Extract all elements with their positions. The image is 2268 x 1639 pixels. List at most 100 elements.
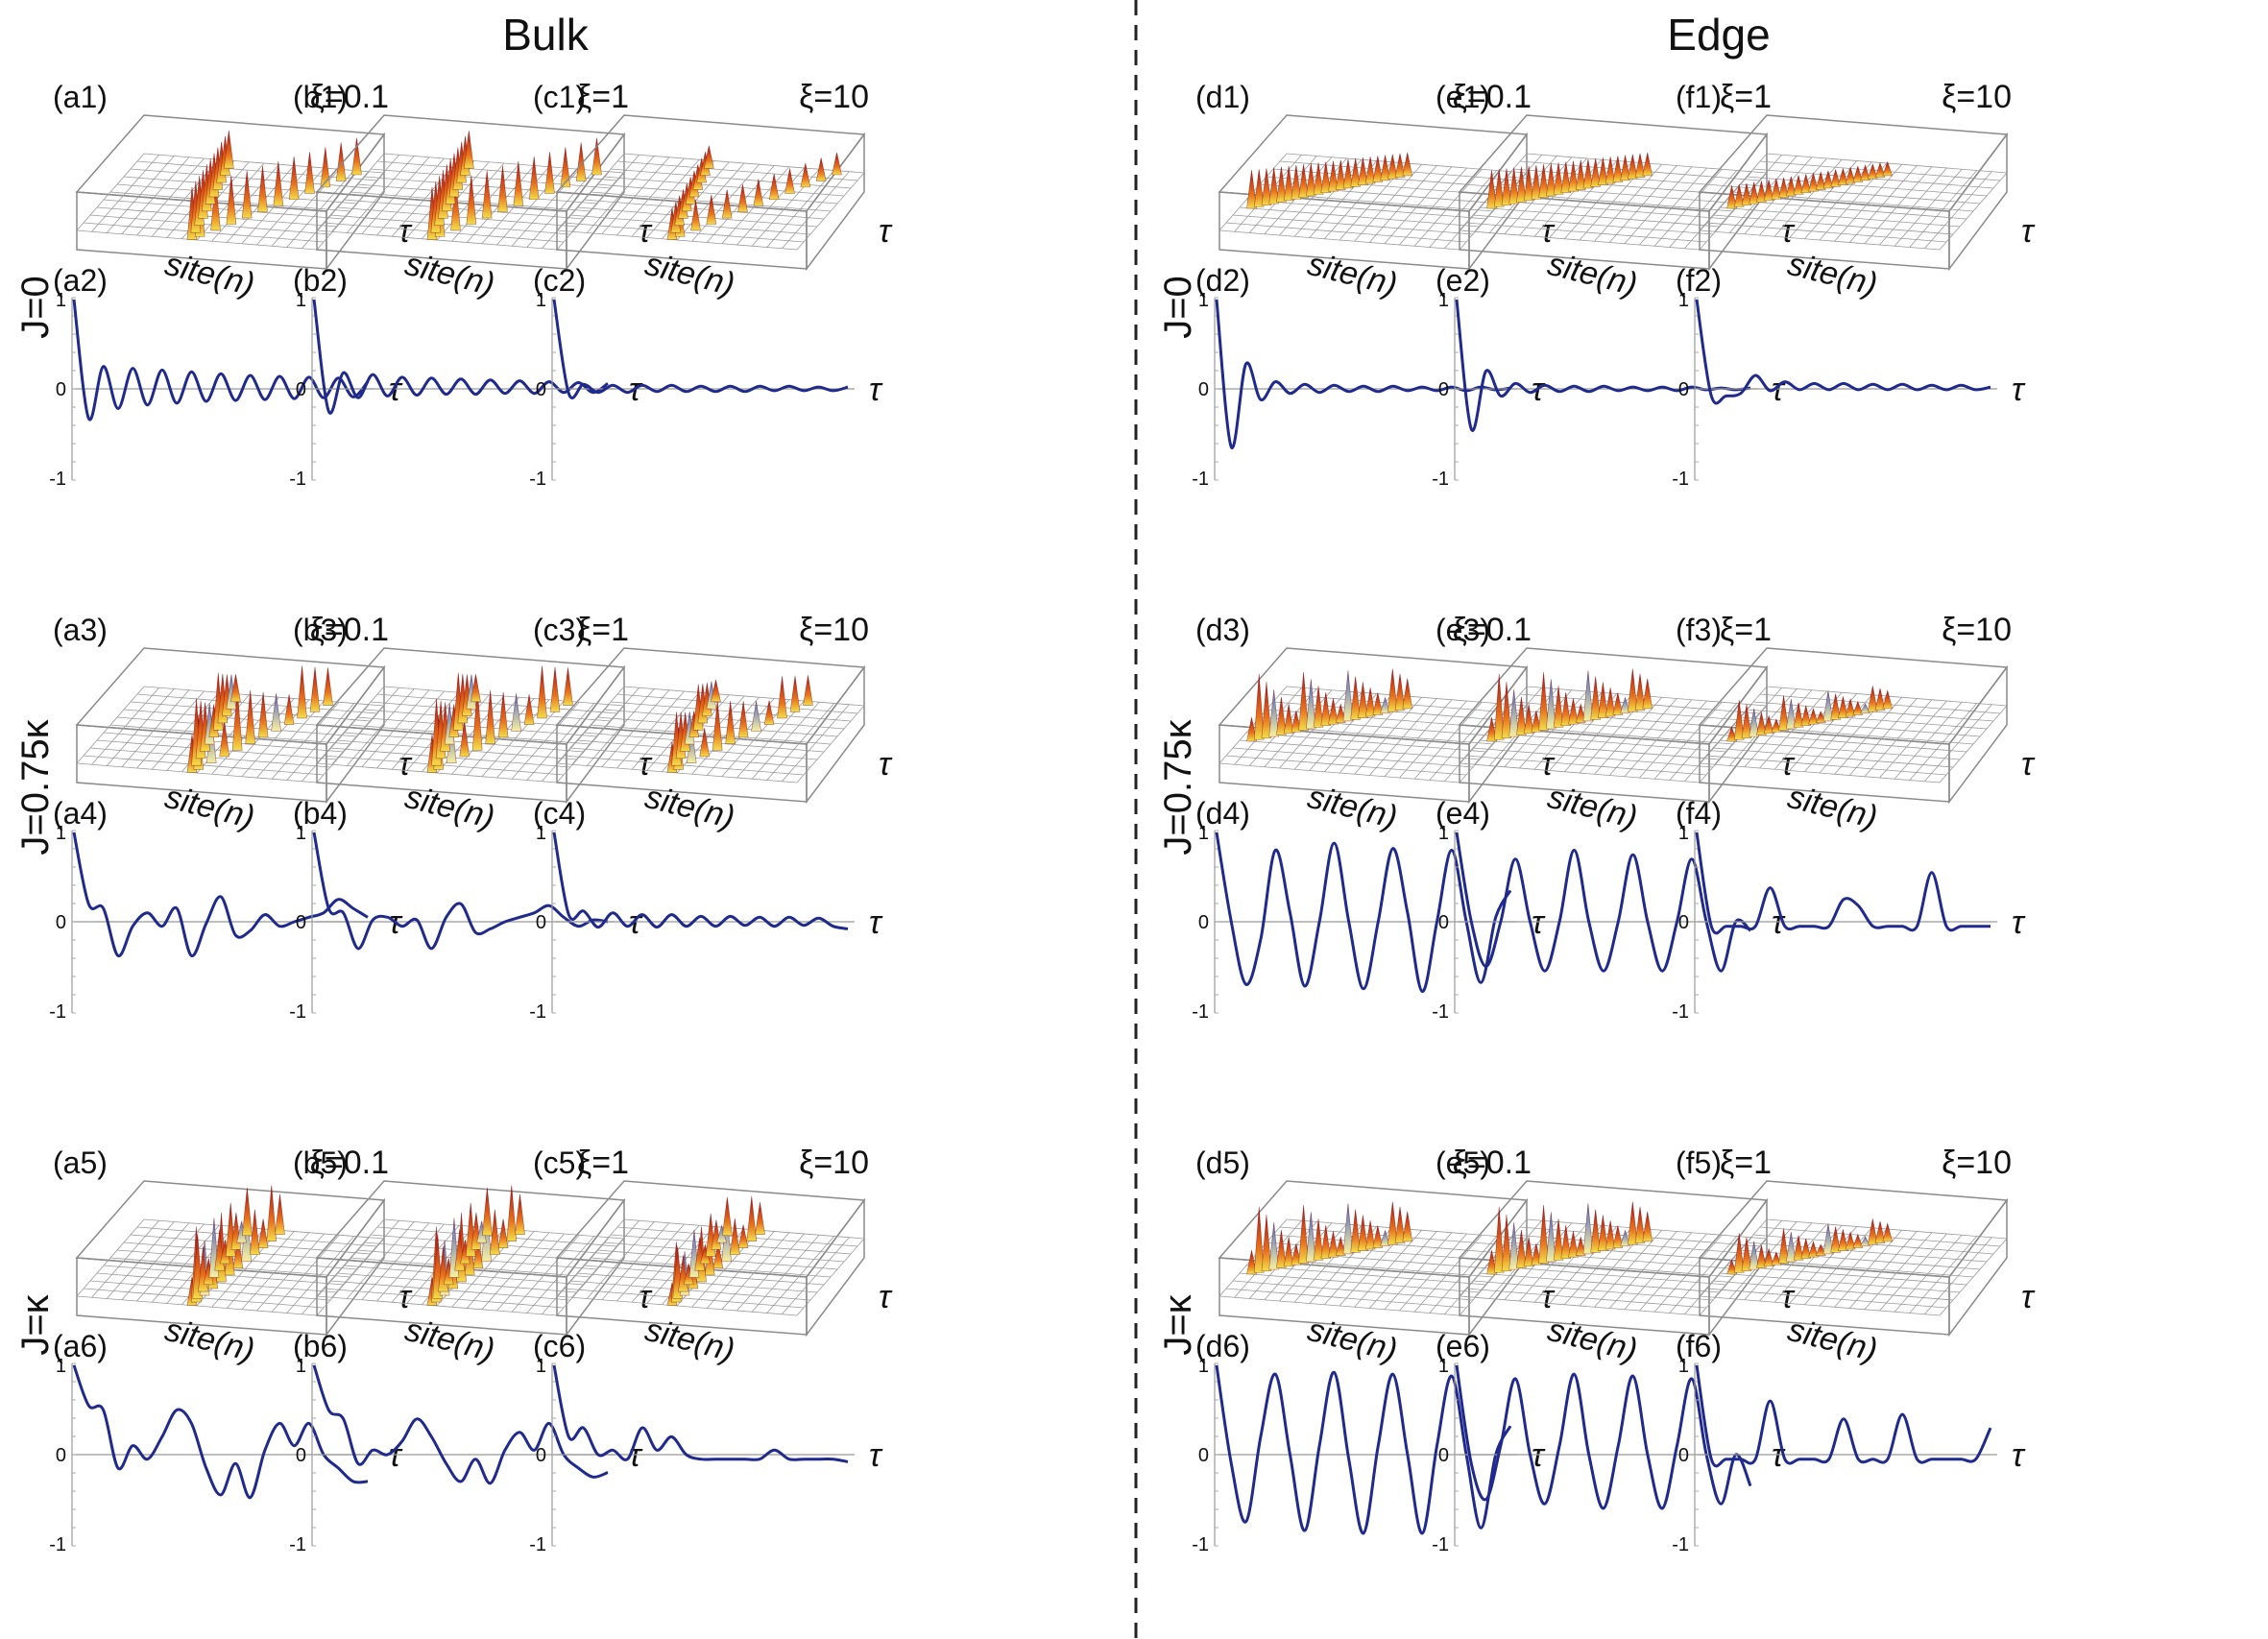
grid-line-v-b3-0 bbox=[383, 686, 625, 707]
grid-line-v-b1-10 bbox=[316, 229, 558, 251]
surface-spike-c5-19 bbox=[746, 1195, 758, 1241]
panel-label-a5: (a5) bbox=[53, 1145, 108, 1180]
surface-spike-f5-21 bbox=[1882, 1222, 1894, 1242]
surface-spike-b3-5 bbox=[459, 720, 470, 758]
surface-spike-f5-4 bbox=[1756, 1244, 1767, 1268]
surface-spike-f5-12 bbox=[1815, 1243, 1826, 1256]
surface-spike-c5-11 bbox=[712, 1241, 724, 1269]
grid-line-v-c3-10 bbox=[556, 762, 798, 783]
series-line-c2 bbox=[552, 299, 849, 399]
surface-spike-a5-20 bbox=[242, 1187, 253, 1237]
panel-label-f6: (f6) bbox=[1676, 1329, 1722, 1363]
tau-label-line-f4: τ bbox=[2012, 904, 2026, 941]
surface-spike-c1-9 bbox=[737, 183, 748, 212]
panel-label-c6: (c6) bbox=[533, 1329, 586, 1363]
grid-line-v-c1-8 bbox=[569, 214, 811, 235]
grid-line-v-a3-5 bbox=[109, 724, 351, 745]
surface-spike-d5-4 bbox=[1276, 1229, 1287, 1268]
surface-spike-f5-14 bbox=[1830, 1226, 1842, 1253]
surface-spike-b1-19 bbox=[575, 142, 587, 181]
box-right-a1 bbox=[326, 132, 385, 272]
surface-spike-d1-7 bbox=[1298, 163, 1309, 198]
surface-spike-b3-20 bbox=[470, 674, 481, 703]
surface-spike-e1-10 bbox=[1560, 161, 1572, 194]
surface-spike-d5-11 bbox=[1328, 1231, 1339, 1258]
surface-spike-f5-11 bbox=[1808, 1240, 1819, 1258]
series-line-e6 bbox=[1455, 1364, 1752, 1510]
y-tick-label-e2-0: 1 bbox=[1438, 290, 1449, 311]
surface-spike-f5-2 bbox=[1741, 1237, 1752, 1272]
site-axis-label-c3: site(n) bbox=[641, 779, 738, 836]
y-tick-label-b4-0: 1 bbox=[296, 823, 306, 844]
surface-spike-d3-8 bbox=[1305, 679, 1316, 730]
surface-spike-e1-3 bbox=[1508, 167, 1520, 205]
tau-label-3d-b5: τ bbox=[639, 1279, 653, 1315]
surface-box-b3 bbox=[315, 647, 626, 805]
panel-label-b6: (b6) bbox=[293, 1329, 348, 1363]
surface-spike-e3-11 bbox=[1568, 698, 1579, 725]
surface-spike-d3-20 bbox=[1394, 673, 1406, 711]
y-tick-label-e6-1: 0 bbox=[1438, 1445, 1449, 1466]
surface-spike-e5-19 bbox=[1627, 1201, 1638, 1245]
grid-line-v-e3-6 bbox=[1485, 732, 1727, 753]
surface-spike-a3-19 bbox=[309, 666, 321, 712]
surface-spike-b3-15 bbox=[523, 694, 535, 725]
panel-label-c5: (c5) bbox=[533, 1145, 586, 1180]
box-right-f3 bbox=[1948, 664, 2008, 805]
surface-spike-a1-11 bbox=[273, 160, 284, 206]
xi-label-f1: ξ=10 bbox=[1942, 79, 2012, 115]
surface-spike-f3-21 bbox=[1882, 689, 1894, 710]
grid-line-v-b1-6 bbox=[343, 199, 585, 220]
surface-spike-d1-17 bbox=[1372, 156, 1384, 182]
grid-line-v-f1-3 bbox=[1746, 176, 1988, 197]
y-tick-label-d4-2: -1 bbox=[1192, 1001, 1209, 1023]
tau-label-3d-a5: τ bbox=[398, 1279, 413, 1315]
grid-line-v-e5-8 bbox=[1472, 1280, 1714, 1301]
surface-spike-c1-20 bbox=[703, 145, 714, 169]
surface-spike-f3-5 bbox=[1763, 714, 1774, 735]
surface-spike-a5-19 bbox=[266, 1185, 277, 1241]
surface-spike-d5-3 bbox=[1268, 1222, 1280, 1270]
surface-spike-b3-7 bbox=[471, 687, 483, 751]
panel-label-f2: (f2) bbox=[1676, 263, 1722, 298]
surface-spike-f5-16 bbox=[1845, 1230, 1856, 1250]
grid-line-v-b1-2 bbox=[370, 168, 612, 189]
surface-spike-e3-19 bbox=[1627, 668, 1638, 712]
tau-label-line-d4: τ bbox=[1532, 904, 1546, 941]
surface-spike-c1-17 bbox=[800, 162, 811, 188]
tau-label-3d-a1: τ bbox=[398, 213, 413, 250]
surface-spike-d5-1 bbox=[1253, 1206, 1265, 1273]
grid-line-v-e1-9 bbox=[1465, 222, 1707, 243]
box-right-a5 bbox=[326, 1197, 385, 1338]
surface-e5 bbox=[1486, 1201, 1653, 1275]
surface-spike-e1-8 bbox=[1545, 163, 1556, 197]
grid-line-v-a1-10 bbox=[76, 229, 318, 251]
grid-line-v-a3-9 bbox=[83, 755, 325, 776]
panel-label-a6: (a6) bbox=[53, 1329, 108, 1363]
surface-spike-a3-5 bbox=[219, 720, 230, 758]
y-tick-label-c4-2: -1 bbox=[529, 1001, 546, 1023]
grid-line-v-d3-10 bbox=[1218, 762, 1460, 783]
y-tick-label-f6-0: 1 bbox=[1678, 1356, 1689, 1377]
surface-spike-c1-19 bbox=[815, 157, 827, 181]
surface-spike-b1-21 bbox=[591, 137, 602, 176]
grid-line-v-e5-7 bbox=[1479, 1272, 1721, 1293]
grid-line-v-c5-2 bbox=[610, 1234, 852, 1255]
surface-c1 bbox=[666, 145, 842, 240]
xi-label-a5: ξ=0.1 bbox=[310, 1145, 389, 1181]
surface-spike-d3-15 bbox=[1358, 682, 1368, 718]
grid-line-v-a3-7 bbox=[96, 739, 338, 760]
tau-label-3d-c1: τ bbox=[879, 213, 893, 250]
xi-label-c3: ξ=10 bbox=[799, 612, 869, 648]
y-tick-label-b4-2: -1 bbox=[289, 1001, 306, 1023]
surface-spike-f3-18 bbox=[1860, 703, 1871, 714]
box-right-b3 bbox=[566, 664, 625, 805]
surface-spike-f3-12 bbox=[1815, 711, 1826, 723]
surface-spike-d1-20 bbox=[1394, 153, 1406, 178]
surface-spike-d1-13 bbox=[1342, 158, 1354, 189]
grid-line-v-d1-7 bbox=[1239, 206, 1481, 228]
panel-label-a1: (a1) bbox=[53, 80, 108, 114]
box-right-b1 bbox=[566, 132, 625, 272]
